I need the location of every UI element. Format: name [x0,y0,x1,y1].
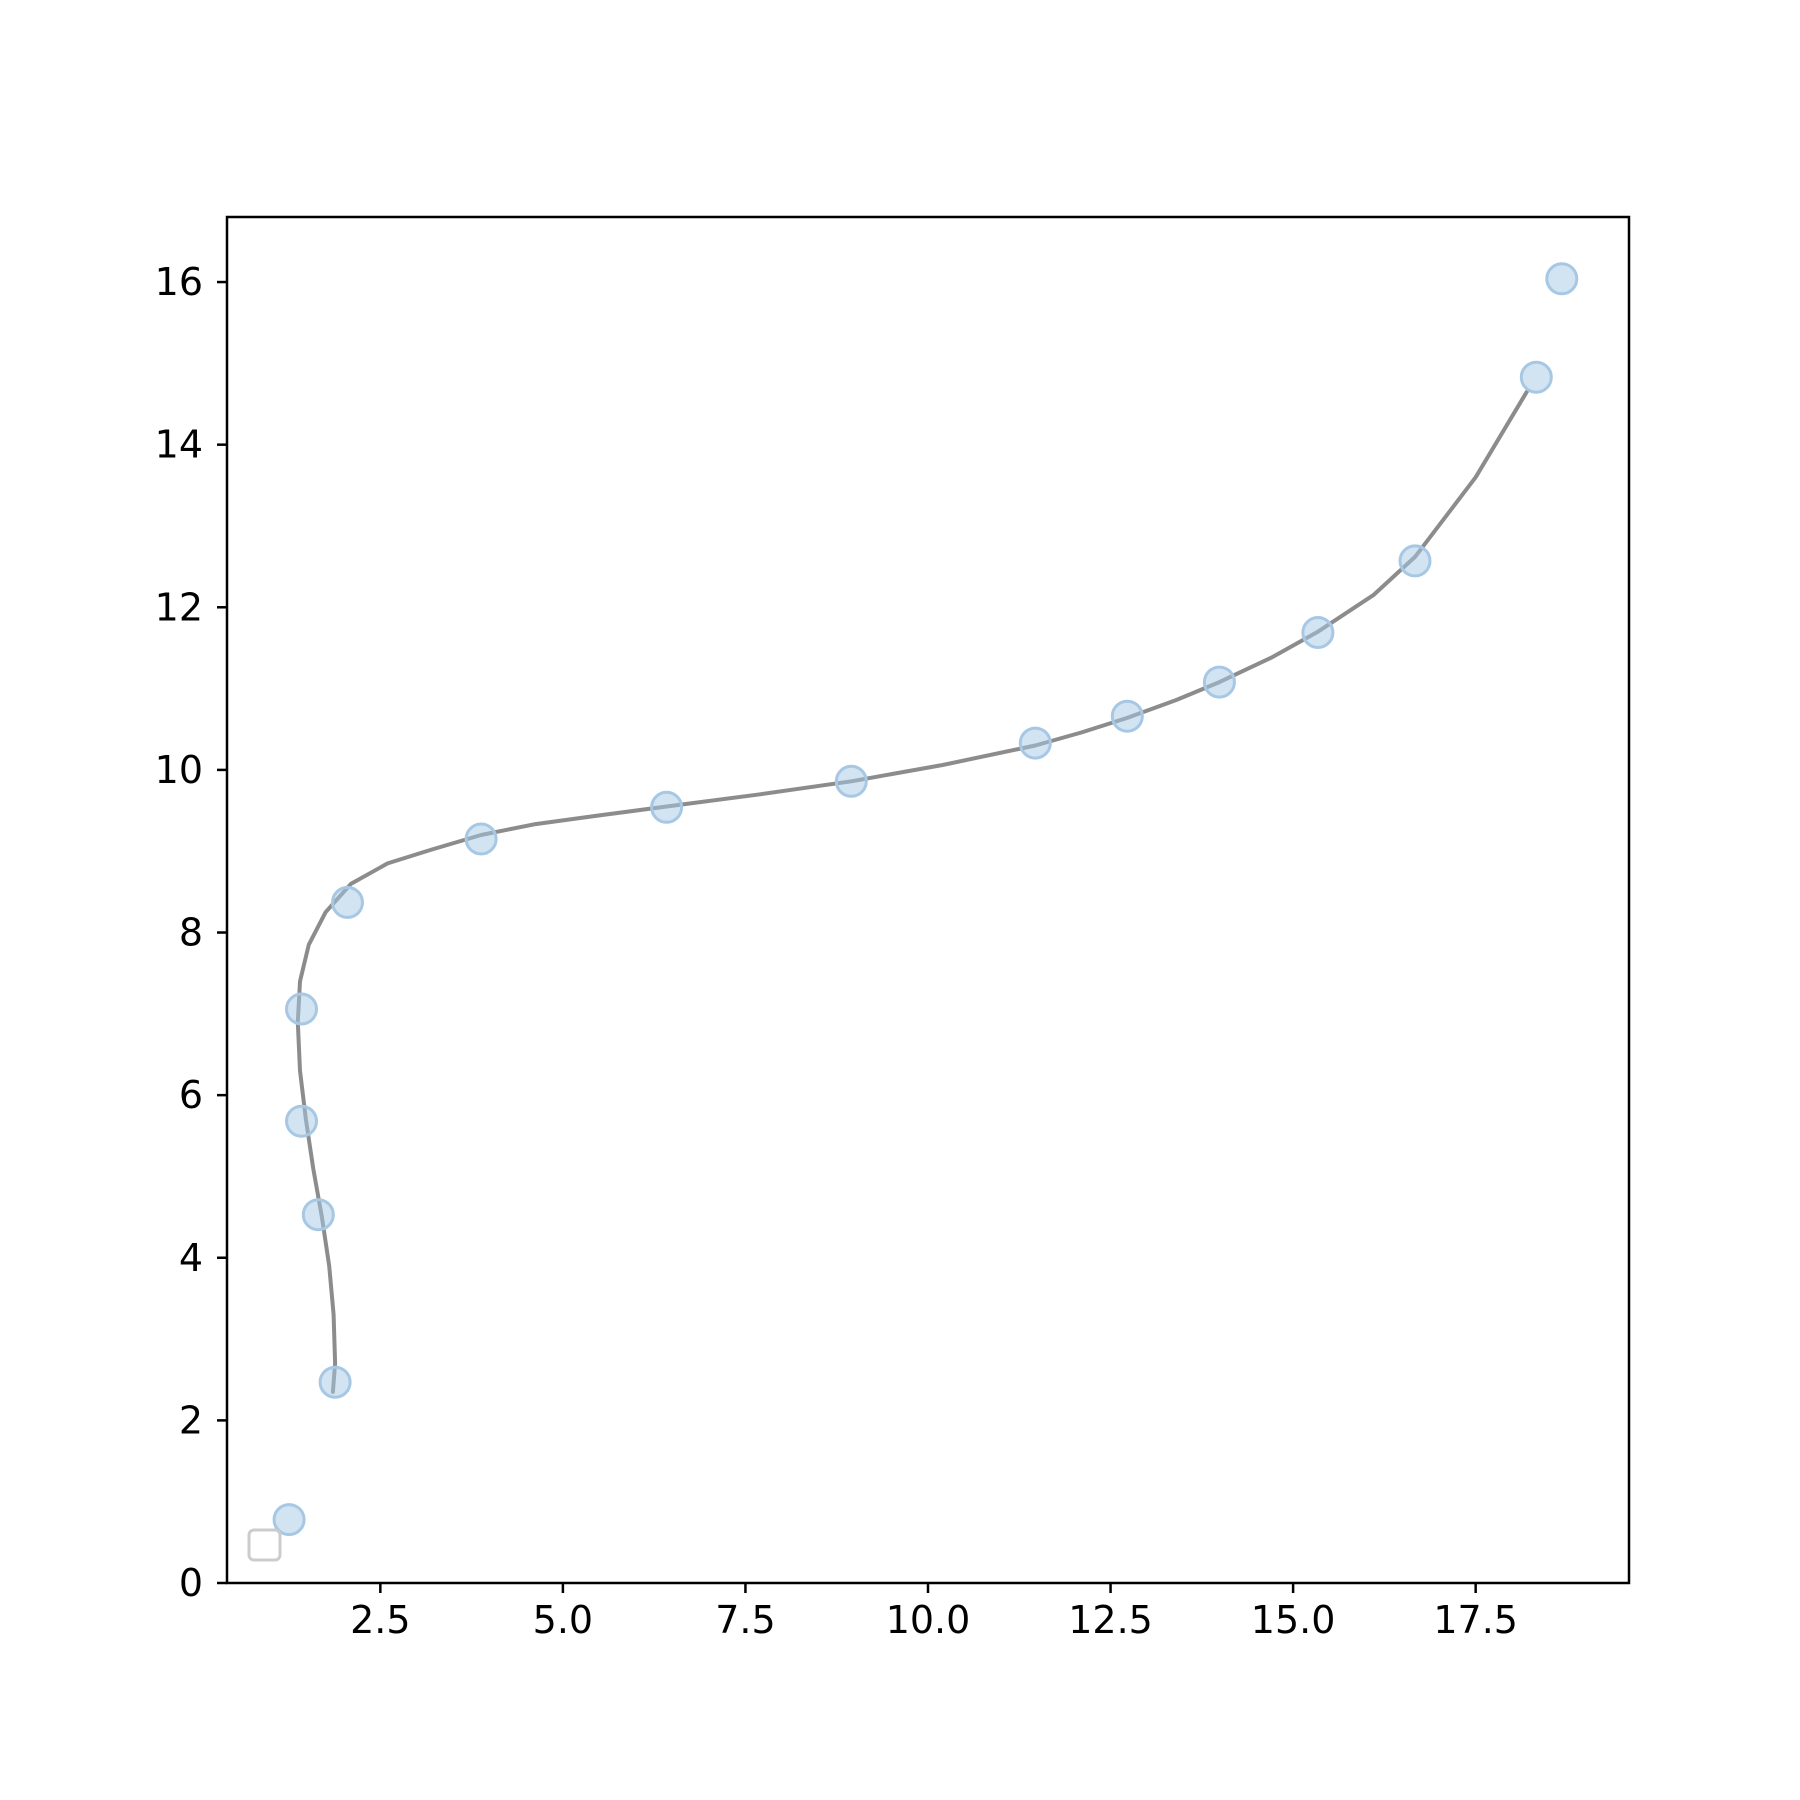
scatter-point [1301,616,1335,649]
scatter-point [1018,726,1052,760]
x-tick-label: 17.5 [1433,1598,1518,1642]
y-tick-label: 4 [179,1236,203,1280]
scatter-point [834,764,868,798]
scatter-point [1519,360,1553,394]
axes: 2.5 5.0 7.5 10.0 12.5 15.0 17.5 0 2 4 6 8 10 12 14 16 [155,215,1631,1642]
scatter-point [318,1365,352,1399]
y-tick-label: 2 [179,1398,203,1442]
scatter-point [285,1104,318,1138]
scatter-point [464,822,498,856]
scatter-point [1110,699,1144,733]
scatter-point [1398,544,1432,578]
x-tick-label: 5.0 [533,1598,593,1642]
y-tick-label: 12 [155,585,203,629]
x-tick-label: 2.5 [350,1598,410,1642]
y-tick-label: 6 [179,1073,203,1117]
x-tick-label: 12.5 [1068,1598,1153,1642]
scatter-point [650,790,684,824]
scatter-point [331,885,364,919]
scatter-point [1202,665,1236,699]
scatter-point [1545,262,1579,296]
y-tick-label: 8 [179,911,203,955]
legend-box [247,1528,282,1562]
scatter-point [272,1503,306,1537]
scatter-point [285,992,318,1026]
y-tick-label: 16 [155,260,203,304]
y-tick-label: 0 [179,1561,203,1605]
x-tick-label: 10.0 [886,1598,971,1642]
y-tick-label: 14 [155,423,203,467]
fit-line [295,389,1529,1394]
y-tick-label: 10 [155,748,203,792]
x-tick-label: 7.5 [715,1598,775,1642]
scatter-point [301,1198,335,1232]
legend [247,1528,282,1562]
x-tick-label: 15.0 [1251,1598,1336,1642]
plot-area [272,262,1579,1537]
